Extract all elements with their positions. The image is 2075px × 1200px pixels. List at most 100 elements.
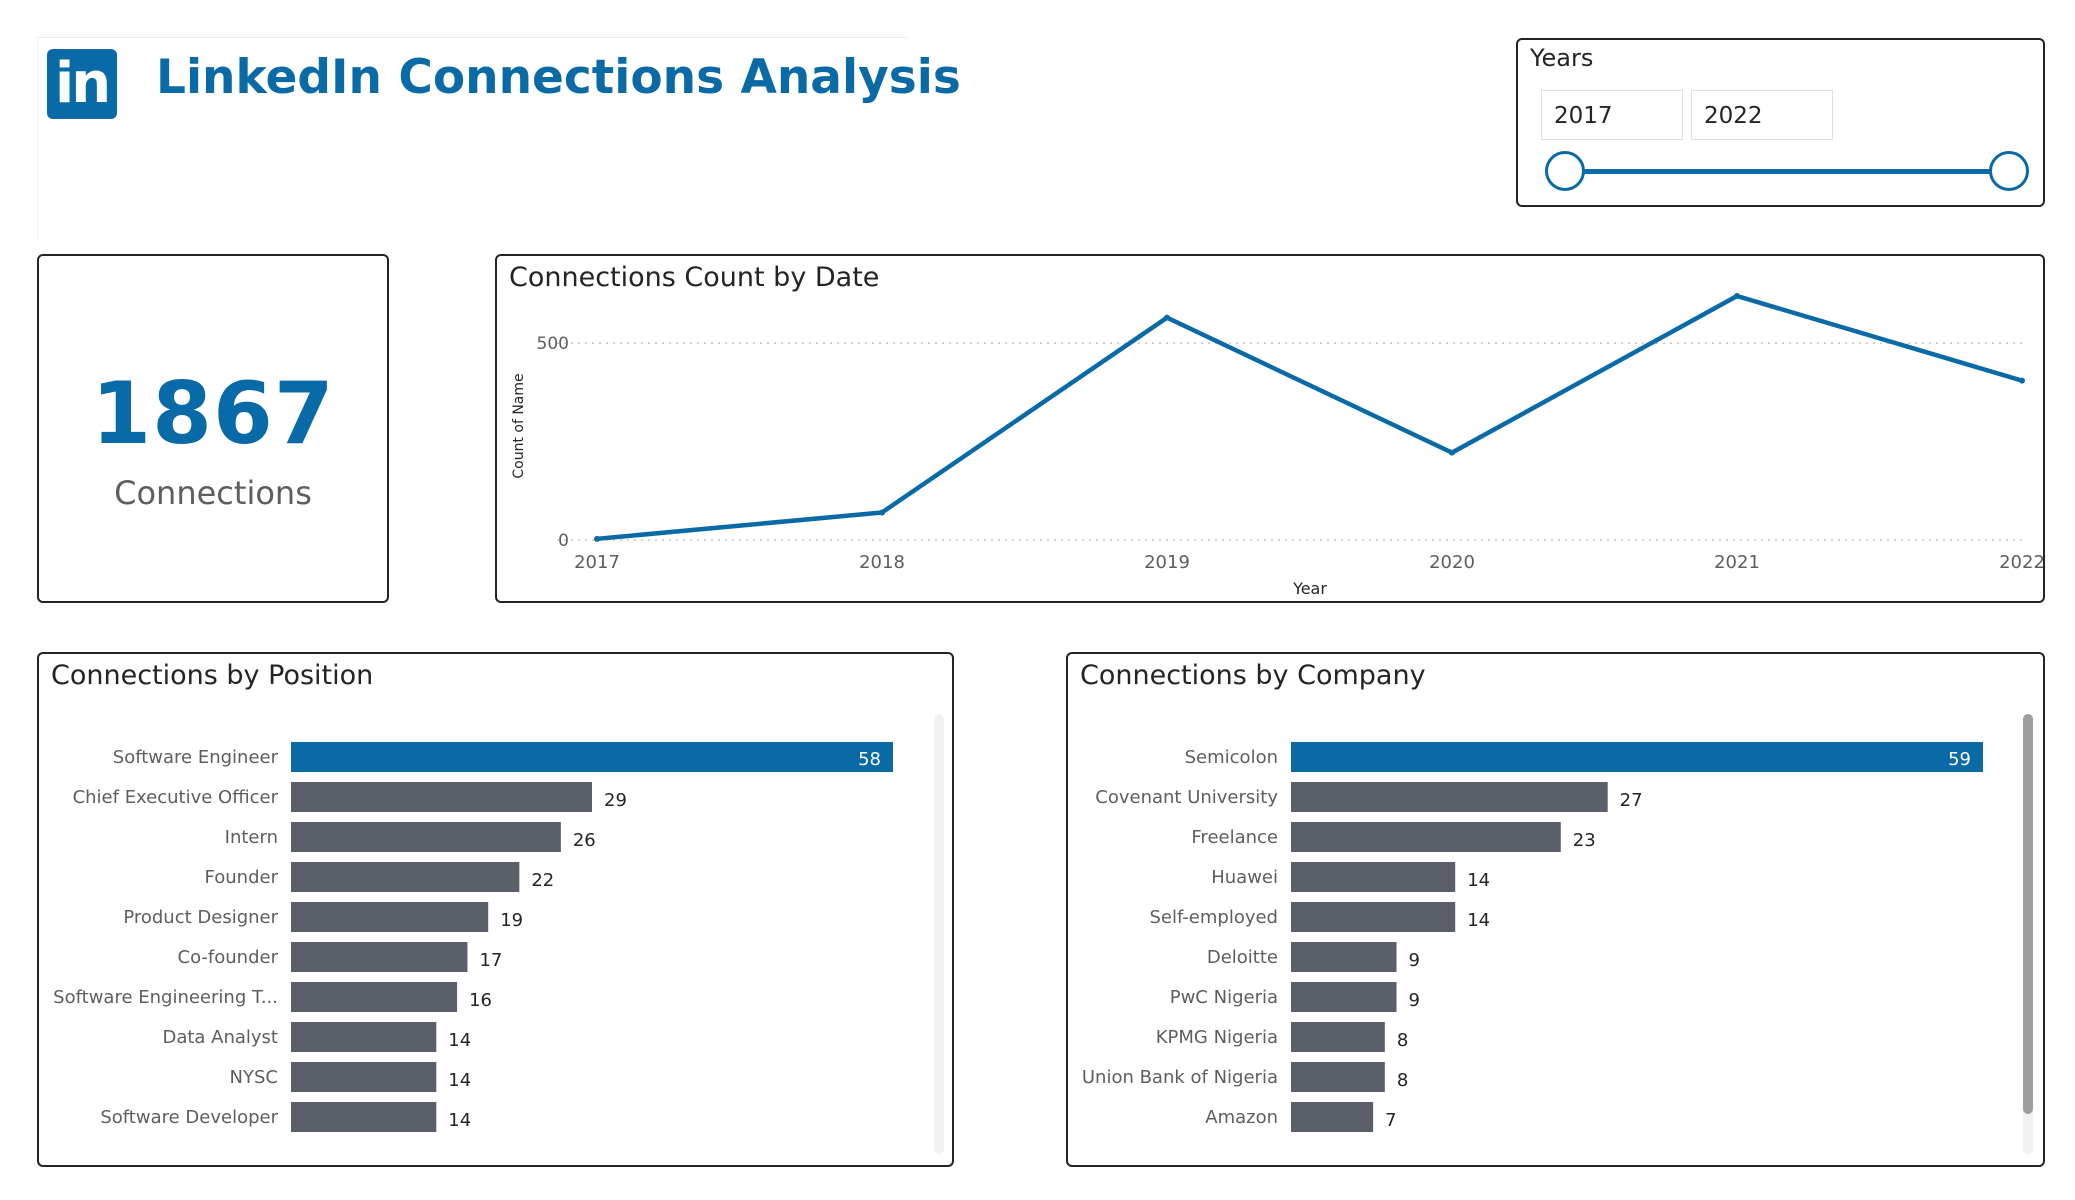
data-label: 9 (1409, 950, 1420, 971)
x-tick-label: 2017 (574, 552, 620, 573)
category-label: Huawei (1211, 867, 1278, 888)
data-label: 14 (448, 1110, 471, 1131)
data-label: 16 (469, 990, 492, 1011)
company-bar-chart: Semicolon 59 Covenant University 27 Freelanc… (1082, 742, 1983, 1132)
kpi-card: 1867 Connections (37, 254, 389, 603)
logo-text: in (55, 51, 111, 116)
data-point-2018[interactable] (879, 509, 885, 516)
bar-4[interactable] (1291, 902, 1456, 932)
years-slicer: Years 2017 2022 (1516, 38, 2045, 207)
slicer-start-input[interactable]: 2017 (1541, 90, 1683, 140)
bar-4[interactable] (291, 902, 489, 932)
company-chart-title: Connections by Company (1080, 660, 1426, 691)
company-scrollbar-thumb[interactable] (2023, 714, 2033, 1114)
data-label: 14 (1467, 870, 1490, 891)
bar-8[interactable] (1291, 1062, 1385, 1092)
bar-1[interactable] (1291, 782, 1608, 812)
category-label: Data Analyst (162, 1027, 278, 1048)
linkedin-logo-icon: in (47, 49, 117, 119)
data-label: 8 (1397, 1070, 1408, 1091)
data-label: 17 (479, 950, 502, 971)
data-label: 23 (1573, 830, 1596, 851)
data-point-2021[interactable] (1734, 293, 1740, 299)
bar-1[interactable] (291, 782, 592, 812)
x-tick-label: 2022 (1999, 552, 2043, 573)
bar-9[interactable] (1291, 1102, 1374, 1132)
x-tick-label: 2018 (859, 552, 905, 573)
bar-0[interactable] (291, 742, 893, 772)
data-label: 22 (531, 870, 554, 891)
category-label: Freelance (1191, 827, 1278, 848)
category-label: Software Engineering T... (53, 987, 278, 1008)
data-label: 59 (1948, 749, 1971, 770)
y-tick-label: 0 (558, 531, 569, 551)
x-tick-label: 2021 (1714, 552, 1760, 573)
data-label: 26 (573, 830, 596, 851)
header-area (37, 37, 907, 242)
category-label: Software Engineer (113, 747, 279, 768)
bar-5[interactable] (291, 942, 468, 972)
page-title: LinkedIn Connections Analysis (156, 50, 961, 105)
category-label: Software Developer (100, 1107, 278, 1128)
bar-7[interactable] (1291, 1022, 1385, 1052)
category-label: Self-employed (1149, 907, 1278, 928)
slider-end-handle[interactable] (1989, 151, 2029, 191)
line-chart: 0 500 2017 2018 2019 2020 2021 2022 Year Count of… (511, 293, 2043, 598)
slicer-title: Years (1530, 44, 1594, 72)
category-label: Founder (205, 867, 279, 888)
x-axis-title: Year (1292, 579, 1327, 598)
category-label: Deloitte (1207, 947, 1278, 968)
data-label: 19 (500, 910, 523, 931)
bar-3[interactable] (1291, 862, 1456, 892)
category-label: NYSC (230, 1067, 278, 1088)
bar-6[interactable] (1291, 982, 1397, 1012)
company-chart-card: Connections by Company Semicolon 59 Covena… (1066, 652, 2045, 1167)
category-label: Product Designer (123, 907, 278, 928)
category-label: Covenant University (1095, 787, 1278, 808)
data-label: 14 (1467, 910, 1490, 931)
category-label: Semicolon (1185, 747, 1278, 768)
kpi-value: 1867 (91, 364, 335, 464)
category-label: KPMG Nigeria (1156, 1027, 1278, 1048)
bar-8[interactable] (291, 1062, 437, 1092)
bar-2[interactable] (291, 822, 561, 852)
slicer-end-input[interactable]: 2022 (1691, 90, 1833, 140)
data-point-2019[interactable] (1164, 314, 1170, 321)
y-axis-title: Count of Name (511, 373, 527, 478)
position-chart-card: Connections by Position Software Enginee… (37, 652, 954, 1167)
y-tick-label: 500 (537, 334, 569, 354)
category-label: Union Bank of Nigeria (1082, 1067, 1278, 1088)
category-label: Chief Executive Officer (73, 787, 279, 808)
data-point-2022[interactable] (2019, 377, 2025, 384)
kpi-label: Connections (114, 474, 312, 512)
category-label: PwC Nigeria (1170, 987, 1278, 1008)
data-label: 9 (1409, 990, 1420, 1011)
data-label: 27 (1620, 790, 1643, 811)
data-label: 7 (1385, 1110, 1396, 1131)
bar-2[interactable] (1291, 822, 1561, 852)
data-label: 29 (604, 790, 627, 811)
x-tick-label: 2019 (1144, 552, 1190, 573)
slider-track[interactable] (1565, 169, 2009, 174)
slider-start-handle[interactable] (1545, 151, 1585, 191)
bar-7[interactable] (291, 1022, 437, 1052)
data-label: 8 (1397, 1030, 1408, 1051)
data-label: 14 (448, 1070, 471, 1091)
bar-6[interactable] (291, 982, 458, 1012)
data-label: 58 (858, 749, 881, 770)
bar-5[interactable] (1291, 942, 1397, 972)
company-scrollbar[interactable] (2023, 714, 2033, 1154)
data-point-2017[interactable] (594, 535, 600, 542)
bar-0[interactable] (1291, 742, 1983, 772)
bar-3[interactable] (291, 862, 520, 892)
line-chart-card: Connections Count by Date 0 500 2017 2018 20… (495, 254, 2045, 603)
x-tick-label: 2020 (1429, 552, 1475, 573)
position-chart-title: Connections by Position (51, 660, 374, 691)
data-point-2020[interactable] (1449, 449, 1455, 456)
line-chart-title: Connections Count by Date (509, 262, 880, 293)
data-label: 14 (448, 1030, 471, 1051)
position-scrollbar[interactable] (934, 714, 944, 1154)
series-line (596, 293, 2023, 542)
category-label: Co-founder (178, 947, 279, 968)
bar-9[interactable] (291, 1102, 437, 1132)
